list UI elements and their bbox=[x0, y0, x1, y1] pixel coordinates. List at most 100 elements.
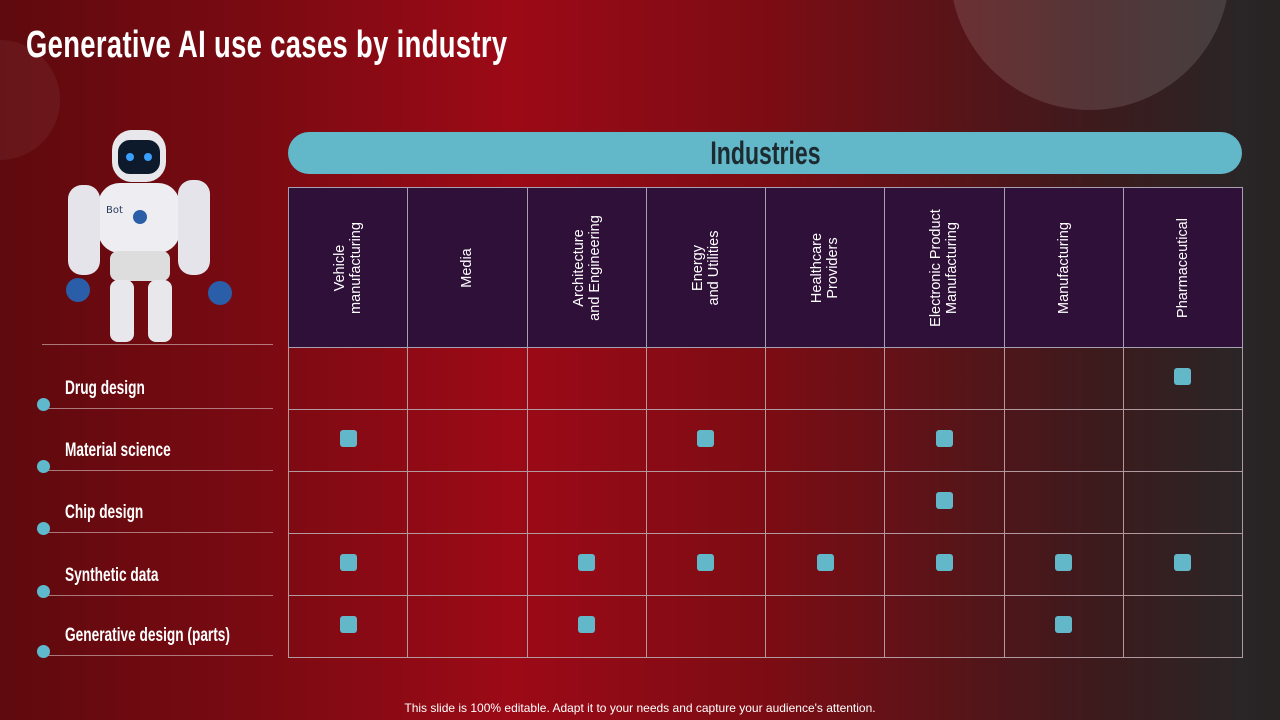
matrix-cell bbox=[645, 347, 767, 410]
check-marker-icon bbox=[339, 553, 357, 571]
matrix-cell bbox=[884, 533, 1005, 596]
industry-label: Pharmaceutical bbox=[1174, 217, 1191, 318]
check-marker-icon bbox=[935, 553, 953, 571]
matrix-cell bbox=[645, 533, 767, 596]
matrix-cell bbox=[645, 471, 767, 534]
check-marker-icon bbox=[339, 429, 357, 447]
bullet-dot-icon bbox=[37, 460, 50, 473]
divider bbox=[42, 470, 273, 471]
table-row bbox=[287, 471, 1244, 534]
matrix-cell bbox=[526, 409, 647, 472]
matrix-cell bbox=[1122, 471, 1244, 534]
matrix-cell bbox=[1003, 409, 1124, 472]
divider bbox=[42, 532, 273, 533]
matrix-cell bbox=[526, 471, 647, 534]
check-marker-icon bbox=[339, 615, 357, 633]
banner-label: Industries bbox=[709, 135, 821, 171]
industry-header: Media bbox=[407, 187, 528, 348]
matrix-cell bbox=[407, 471, 528, 534]
industry-header: Electronic Product Manufacturing bbox=[884, 187, 1005, 348]
matrix-cell bbox=[1122, 409, 1244, 472]
bullet-dot-icon bbox=[37, 645, 50, 658]
industry-label: Vehicle manufacturing bbox=[332, 221, 365, 314]
check-marker-icon bbox=[1174, 553, 1192, 571]
table-row bbox=[287, 595, 1244, 658]
robot-label: Bot bbox=[106, 205, 123, 216]
check-marker-icon bbox=[697, 429, 715, 447]
matrix-cell bbox=[1003, 533, 1124, 596]
matrix-cell bbox=[287, 409, 409, 472]
industry-header: Manufacturing bbox=[1003, 187, 1124, 348]
check-marker-icon bbox=[697, 553, 715, 571]
industry-label: Architecture and Engineering bbox=[570, 214, 603, 321]
industry-header: Pharmaceutical bbox=[1122, 187, 1244, 348]
divider bbox=[42, 344, 273, 345]
matrix-cell bbox=[407, 595, 528, 658]
divider bbox=[42, 655, 273, 656]
matrix-cell bbox=[884, 471, 1005, 534]
check-marker-icon bbox=[1055, 615, 1073, 633]
bullet-dot-icon bbox=[37, 398, 50, 411]
check-marker-icon bbox=[816, 553, 834, 571]
matrix-cell bbox=[764, 471, 886, 534]
industry-label: Manufacturing bbox=[1055, 221, 1072, 314]
divider bbox=[42, 408, 273, 409]
industry-header: Vehicle manufacturing bbox=[287, 187, 409, 348]
use-case-label: Drug design bbox=[65, 378, 145, 399]
check-marker-icon bbox=[1055, 553, 1073, 571]
table-row bbox=[287, 533, 1244, 596]
matrix-cell bbox=[1122, 533, 1244, 596]
industries-banner: Industries bbox=[288, 132, 1242, 174]
matrix-cell bbox=[1122, 347, 1244, 410]
industry-header: Energy and Utilities bbox=[645, 187, 767, 348]
footer-note: This slide is 100% editable. Adapt it to… bbox=[404, 701, 876, 715]
robot-image: Bot bbox=[66, 130, 232, 342]
matrix-cell bbox=[764, 595, 886, 658]
industry-label: Healthcare Providers bbox=[809, 232, 842, 303]
matrix-cell bbox=[884, 347, 1005, 410]
matrix-cell bbox=[645, 409, 767, 472]
industry-label: Energy and Utilities bbox=[689, 230, 722, 305]
table-row bbox=[287, 347, 1244, 410]
industry-header: Architecture and Engineering bbox=[526, 187, 647, 348]
bullet-dot-icon bbox=[37, 585, 50, 598]
check-marker-icon bbox=[1174, 367, 1192, 385]
check-marker-icon bbox=[935, 491, 953, 509]
matrix-cell bbox=[764, 347, 886, 410]
matrix-cell bbox=[287, 347, 409, 410]
matrix-cell bbox=[407, 533, 528, 596]
industry-label: Electronic Product Manufacturing bbox=[928, 208, 961, 327]
matrix-cell bbox=[526, 347, 647, 410]
matrix-cell bbox=[1003, 471, 1124, 534]
matrix-cell bbox=[287, 471, 409, 534]
table-row bbox=[287, 409, 1244, 472]
matrix-cell bbox=[884, 409, 1005, 472]
matrix-cell bbox=[287, 533, 409, 596]
use-case-label: Material science bbox=[65, 440, 171, 461]
check-marker-icon bbox=[935, 429, 953, 447]
bullet-dot-icon bbox=[37, 522, 50, 535]
industry-label: Media bbox=[459, 247, 476, 288]
matrix-cell bbox=[287, 595, 409, 658]
matrix-cell bbox=[645, 595, 767, 658]
matrix-cell bbox=[764, 533, 886, 596]
use-case-label: Synthetic data bbox=[65, 565, 159, 586]
matrix-cell bbox=[764, 409, 886, 472]
matrix-cell bbox=[407, 347, 528, 410]
matrix-cell bbox=[1003, 347, 1124, 410]
use-case-label: Generative design (parts) bbox=[65, 625, 230, 646]
use-case-label: Chip design bbox=[65, 502, 144, 523]
decorative-circle bbox=[950, 0, 1230, 110]
check-marker-icon bbox=[578, 615, 596, 633]
industry-header: Healthcare Providers bbox=[764, 187, 886, 348]
matrix-cell bbox=[526, 533, 647, 596]
matrix-cell bbox=[407, 409, 528, 472]
page-title: Generative AI use cases by industry bbox=[26, 24, 508, 66]
matrix-cell bbox=[1003, 595, 1124, 658]
divider bbox=[42, 595, 273, 596]
check-marker-icon bbox=[578, 553, 596, 571]
matrix-cell bbox=[884, 595, 1005, 658]
matrix-cell bbox=[1122, 595, 1244, 658]
use-case-matrix: Vehicle manufacturing Media Architecture a… bbox=[287, 187, 1244, 658]
matrix-cell bbox=[526, 595, 647, 658]
